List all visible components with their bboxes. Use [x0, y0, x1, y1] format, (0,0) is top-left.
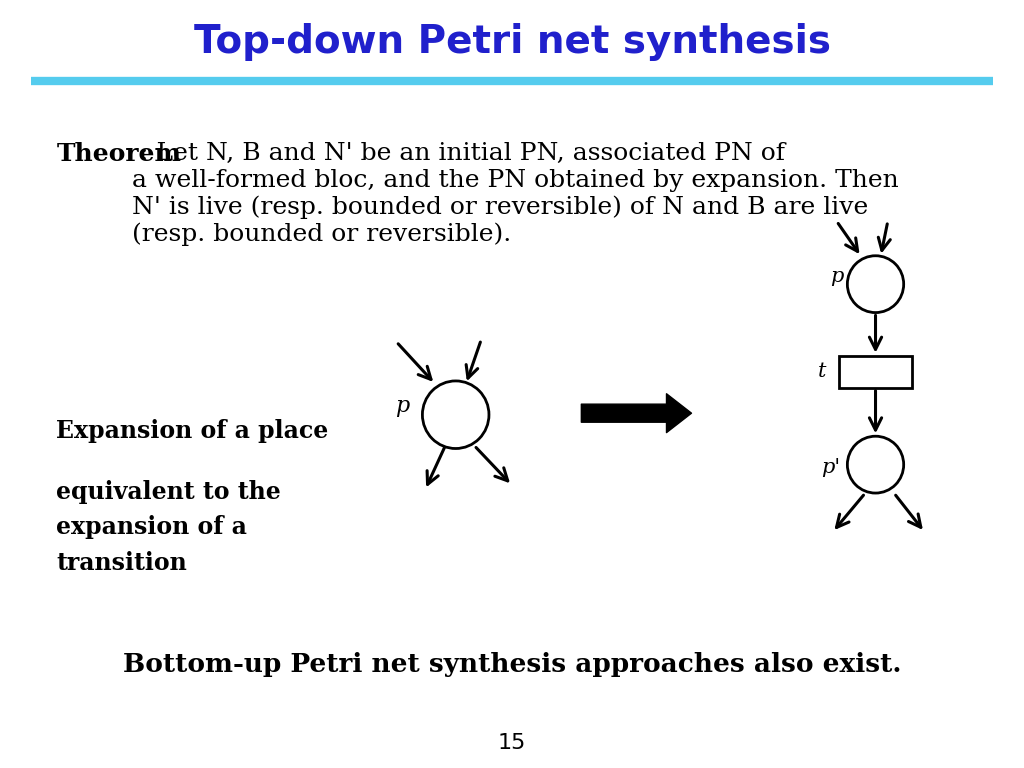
Text: Expansion of a place: Expansion of a place — [56, 419, 329, 442]
Text: : Let N, B and N' be an initial PN, associated PN of
a well-formed bloc, and the: : Let N, B and N' be an initial PN, asso… — [132, 142, 899, 247]
FancyArrowPatch shape — [582, 394, 691, 432]
Text: p: p — [395, 395, 410, 416]
Text: Bottom-up Petri net synthesis approaches also exist.: Bottom-up Petri net synthesis approaches… — [123, 652, 901, 677]
Text: equivalent to the
expansion of a
transition: equivalent to the expansion of a transit… — [56, 480, 281, 574]
Text: p': p' — [821, 458, 840, 477]
Text: Theorem: Theorem — [56, 142, 181, 166]
Text: Top-down Petri net synthesis: Top-down Petri net synthesis — [194, 23, 830, 61]
Text: p: p — [829, 267, 844, 286]
Text: 15: 15 — [498, 733, 526, 753]
Bar — [839, 356, 912, 388]
Text: t: t — [818, 362, 826, 381]
